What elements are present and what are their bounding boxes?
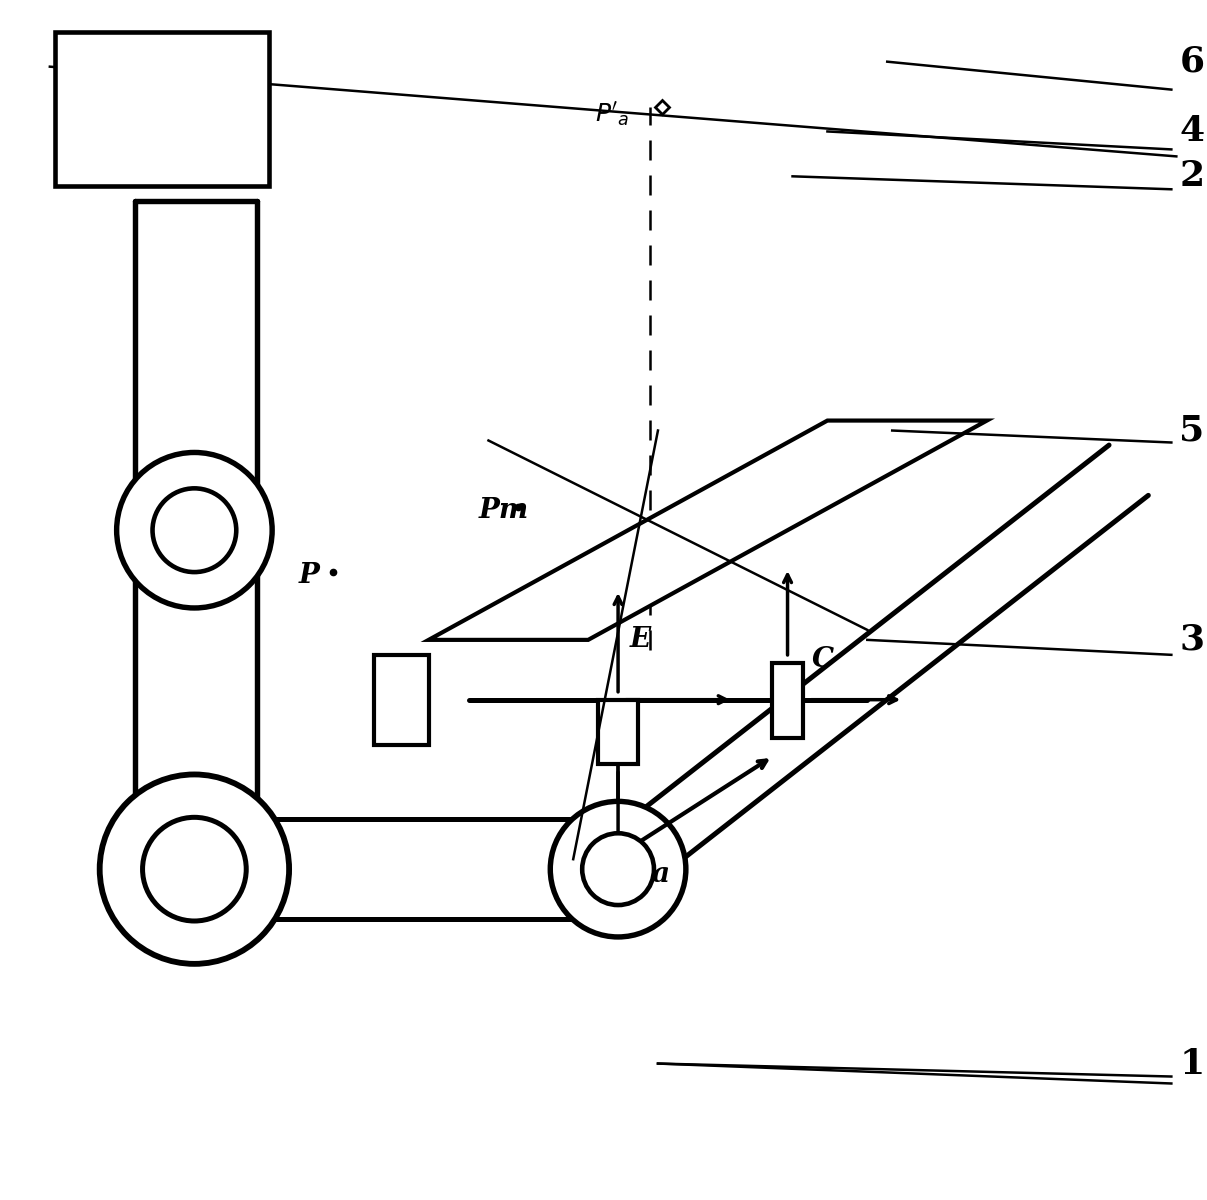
Circle shape xyxy=(142,817,246,920)
Text: Pm: Pm xyxy=(478,497,529,523)
Text: 2: 2 xyxy=(1179,160,1205,193)
Bar xyxy=(599,700,639,764)
Text: P: P xyxy=(299,562,320,588)
Circle shape xyxy=(550,802,686,937)
Text: C: C xyxy=(811,647,834,673)
Text: 3: 3 xyxy=(1179,623,1205,656)
Text: 5: 5 xyxy=(1179,414,1205,448)
Text: E: E xyxy=(630,626,651,653)
Polygon shape xyxy=(428,420,987,640)
Circle shape xyxy=(152,488,237,572)
Text: $P'_a$: $P'_a$ xyxy=(595,101,629,128)
Text: B: B xyxy=(80,136,105,167)
Text: Pa: Pa xyxy=(632,860,671,888)
Text: 6: 6 xyxy=(1179,44,1205,79)
Bar xyxy=(374,655,428,744)
Text: 4: 4 xyxy=(1179,114,1205,149)
Bar xyxy=(54,31,269,186)
Bar xyxy=(771,662,804,738)
Circle shape xyxy=(100,774,290,964)
Circle shape xyxy=(582,833,654,905)
Text: 1: 1 xyxy=(1179,1046,1205,1080)
Circle shape xyxy=(117,452,272,608)
